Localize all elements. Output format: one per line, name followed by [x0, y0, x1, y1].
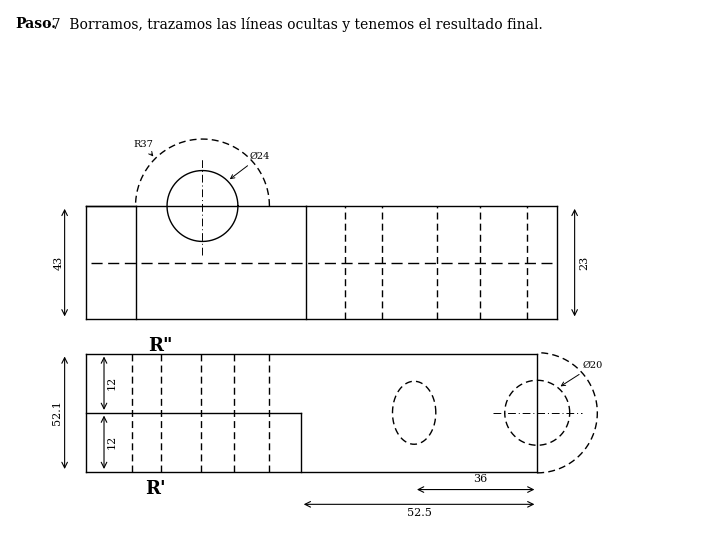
Text: -7  Borramos, trazamos las líneas ocultas y tenemos el resultado final.: -7 Borramos, trazamos las líneas ocultas…	[47, 17, 543, 32]
Text: Ø20: Ø20	[562, 361, 603, 386]
Text: R": R"	[148, 337, 172, 355]
Text: Ø24: Ø24	[230, 152, 269, 179]
Text: 36: 36	[474, 474, 487, 484]
Text: 52.1: 52.1	[52, 400, 62, 425]
Text: 43: 43	[54, 255, 64, 270]
Text: R37: R37	[133, 140, 153, 156]
Text: 12: 12	[107, 435, 117, 449]
Text: 23: 23	[580, 255, 590, 270]
Text: Paso.: Paso.	[15, 17, 56, 31]
Text: 52.5: 52.5	[407, 508, 431, 518]
Text: R': R'	[145, 480, 166, 498]
Text: 12: 12	[107, 376, 117, 390]
